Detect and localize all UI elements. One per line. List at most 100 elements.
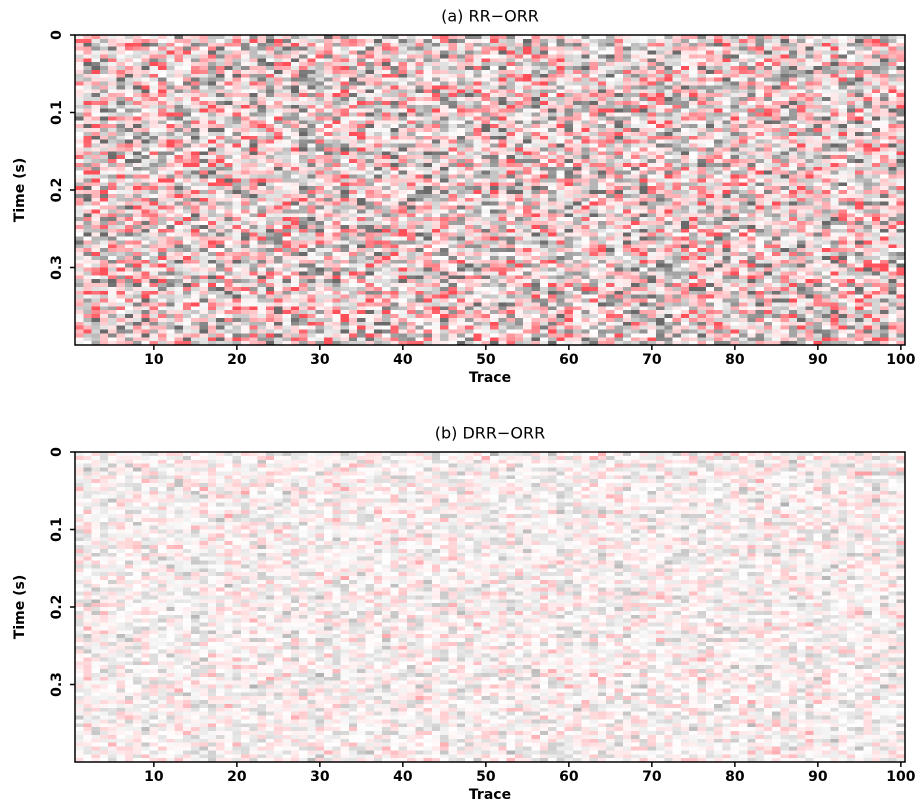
noise-cell bbox=[108, 291, 117, 295]
noise-cell bbox=[407, 237, 416, 241]
noise-cell bbox=[208, 198, 217, 202]
noise-cell bbox=[573, 306, 582, 310]
noise-cell bbox=[432, 206, 441, 210]
noise-cell bbox=[283, 244, 292, 248]
noise-cell bbox=[473, 221, 482, 225]
noise-cell bbox=[415, 124, 424, 128]
noise-cell bbox=[266, 101, 275, 105]
noise-cell bbox=[590, 120, 599, 124]
noise-cell bbox=[540, 58, 549, 62]
noise-cell bbox=[532, 302, 541, 306]
noise-cell bbox=[540, 299, 549, 303]
noise-cell bbox=[216, 198, 225, 202]
noise-cell bbox=[175, 54, 184, 58]
noise-cell bbox=[407, 330, 416, 334]
noise-cell bbox=[133, 198, 142, 202]
noise-cell bbox=[183, 330, 192, 334]
noise-cell bbox=[216, 299, 225, 303]
noise-cell bbox=[515, 240, 524, 244]
noise-cell bbox=[291, 229, 300, 233]
noise-cell bbox=[390, 260, 399, 264]
noise-cell bbox=[374, 330, 383, 334]
noise-cell bbox=[573, 268, 582, 272]
noise-cell bbox=[349, 93, 358, 97]
noise-cell bbox=[440, 209, 449, 213]
noise-cell bbox=[324, 144, 333, 148]
noise-cell bbox=[191, 275, 200, 279]
noise-cell bbox=[349, 151, 358, 155]
noise-cell bbox=[548, 66, 557, 70]
noise-cell bbox=[249, 89, 258, 93]
noise-cell bbox=[208, 151, 217, 155]
noise-cell bbox=[415, 105, 424, 109]
noise-cell bbox=[407, 314, 416, 318]
noise-cell bbox=[581, 97, 590, 101]
noise-cell bbox=[83, 275, 92, 279]
noise-cell bbox=[299, 330, 308, 334]
noise-cell bbox=[108, 264, 117, 268]
noise-cell bbox=[233, 54, 242, 58]
noise-cell bbox=[166, 109, 175, 113]
noise-cell bbox=[332, 155, 341, 159]
noise-cell bbox=[449, 209, 458, 213]
noise-cell bbox=[332, 163, 341, 167]
noise-cell bbox=[515, 237, 524, 241]
noise-cell bbox=[482, 279, 491, 283]
noise-cell bbox=[440, 326, 449, 330]
noise-cell bbox=[565, 225, 574, 229]
noise-cell bbox=[141, 252, 150, 256]
noise-cell bbox=[573, 322, 582, 326]
noise-cell bbox=[316, 268, 325, 272]
noise-cell bbox=[482, 120, 491, 124]
noise-cell bbox=[556, 244, 565, 248]
noise-cell bbox=[515, 182, 524, 186]
noise-cell bbox=[324, 186, 333, 190]
noise-cell bbox=[249, 330, 258, 334]
noise-cell bbox=[449, 287, 458, 291]
noise-cell bbox=[515, 74, 524, 78]
noise-cell bbox=[274, 291, 283, 295]
noise-cell bbox=[581, 167, 590, 171]
noise-cell bbox=[208, 116, 217, 120]
noise-cell bbox=[75, 39, 84, 43]
noise-cell bbox=[490, 120, 499, 124]
noise-cell bbox=[266, 105, 275, 109]
noise-cell bbox=[565, 128, 574, 132]
noise-cell bbox=[249, 202, 258, 206]
noise-cell bbox=[141, 291, 150, 295]
noise-cell bbox=[382, 225, 391, 229]
noise-cell bbox=[357, 124, 366, 128]
noise-cell bbox=[357, 167, 366, 171]
noise-cell bbox=[83, 39, 92, 43]
noise-cell bbox=[390, 209, 399, 213]
noise-cell bbox=[532, 155, 541, 159]
noise-cell bbox=[249, 190, 258, 194]
noise-cell bbox=[590, 136, 599, 140]
noise-cell bbox=[407, 302, 416, 306]
noise-cell bbox=[390, 314, 399, 318]
noise-cell bbox=[498, 330, 507, 334]
noise-cell bbox=[565, 120, 574, 124]
noise-cell bbox=[316, 186, 325, 190]
noise-texture bbox=[75, 35, 906, 346]
noise-cell bbox=[424, 322, 433, 326]
noise-cell bbox=[141, 74, 150, 78]
noise-cell bbox=[473, 175, 482, 179]
noise-cell bbox=[515, 101, 524, 105]
noise-cell bbox=[399, 221, 408, 225]
noise-cell bbox=[374, 109, 383, 113]
noise-cell bbox=[523, 268, 532, 272]
noise-cell bbox=[540, 271, 549, 275]
noise-cell bbox=[258, 287, 267, 291]
noise-cell bbox=[390, 310, 399, 314]
noise-cell bbox=[200, 287, 209, 291]
noise-cell bbox=[241, 260, 250, 264]
noise-cell bbox=[75, 159, 84, 163]
noise-cell bbox=[324, 318, 333, 322]
noise-cell bbox=[307, 256, 316, 260]
noise-cell bbox=[316, 54, 325, 58]
noise-cell bbox=[283, 202, 292, 206]
noise-cell bbox=[208, 256, 217, 260]
noise-cell bbox=[366, 306, 375, 310]
noise-cell bbox=[150, 43, 159, 47]
